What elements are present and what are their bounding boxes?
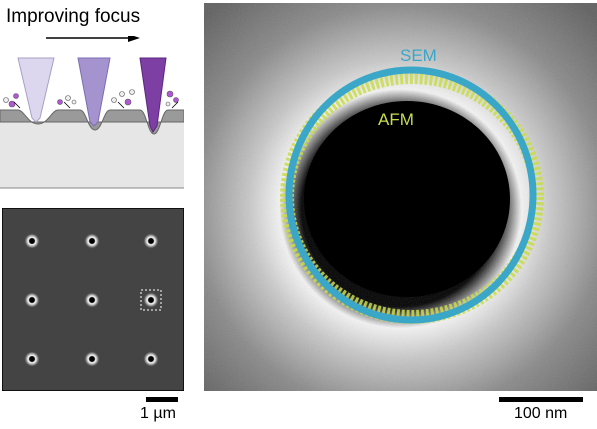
hole-core: [304, 101, 510, 297]
sem-label: SEM: [400, 46, 437, 65]
sputtered-particles: [3, 89, 179, 108]
tip-2: [77, 57, 111, 127]
particle-arrows: [13, 101, 179, 109]
scale-bar-1um-label: 1 µm: [140, 405, 176, 422]
hole-array-image: [2, 208, 184, 391]
scale-bar-100nm: [499, 397, 583, 402]
sem-outline: [285, 66, 537, 324]
afm-label: AFM: [378, 110, 414, 129]
hole-grid: [24, 233, 159, 367]
tip-1: [17, 57, 55, 123]
focus-arrow: [46, 36, 140, 42]
selected-hole-box: [140, 289, 162, 311]
scale-bar-1um: [146, 397, 178, 402]
focus-schematic: [0, 36, 184, 189]
improving-focus-title: Improving focus: [6, 6, 141, 27]
tip-3: [139, 57, 167, 133]
sem-afm-overlay-image: SEM AFM: [204, 3, 597, 391]
scale-bar-100nm-label: 100 nm: [514, 405, 568, 422]
